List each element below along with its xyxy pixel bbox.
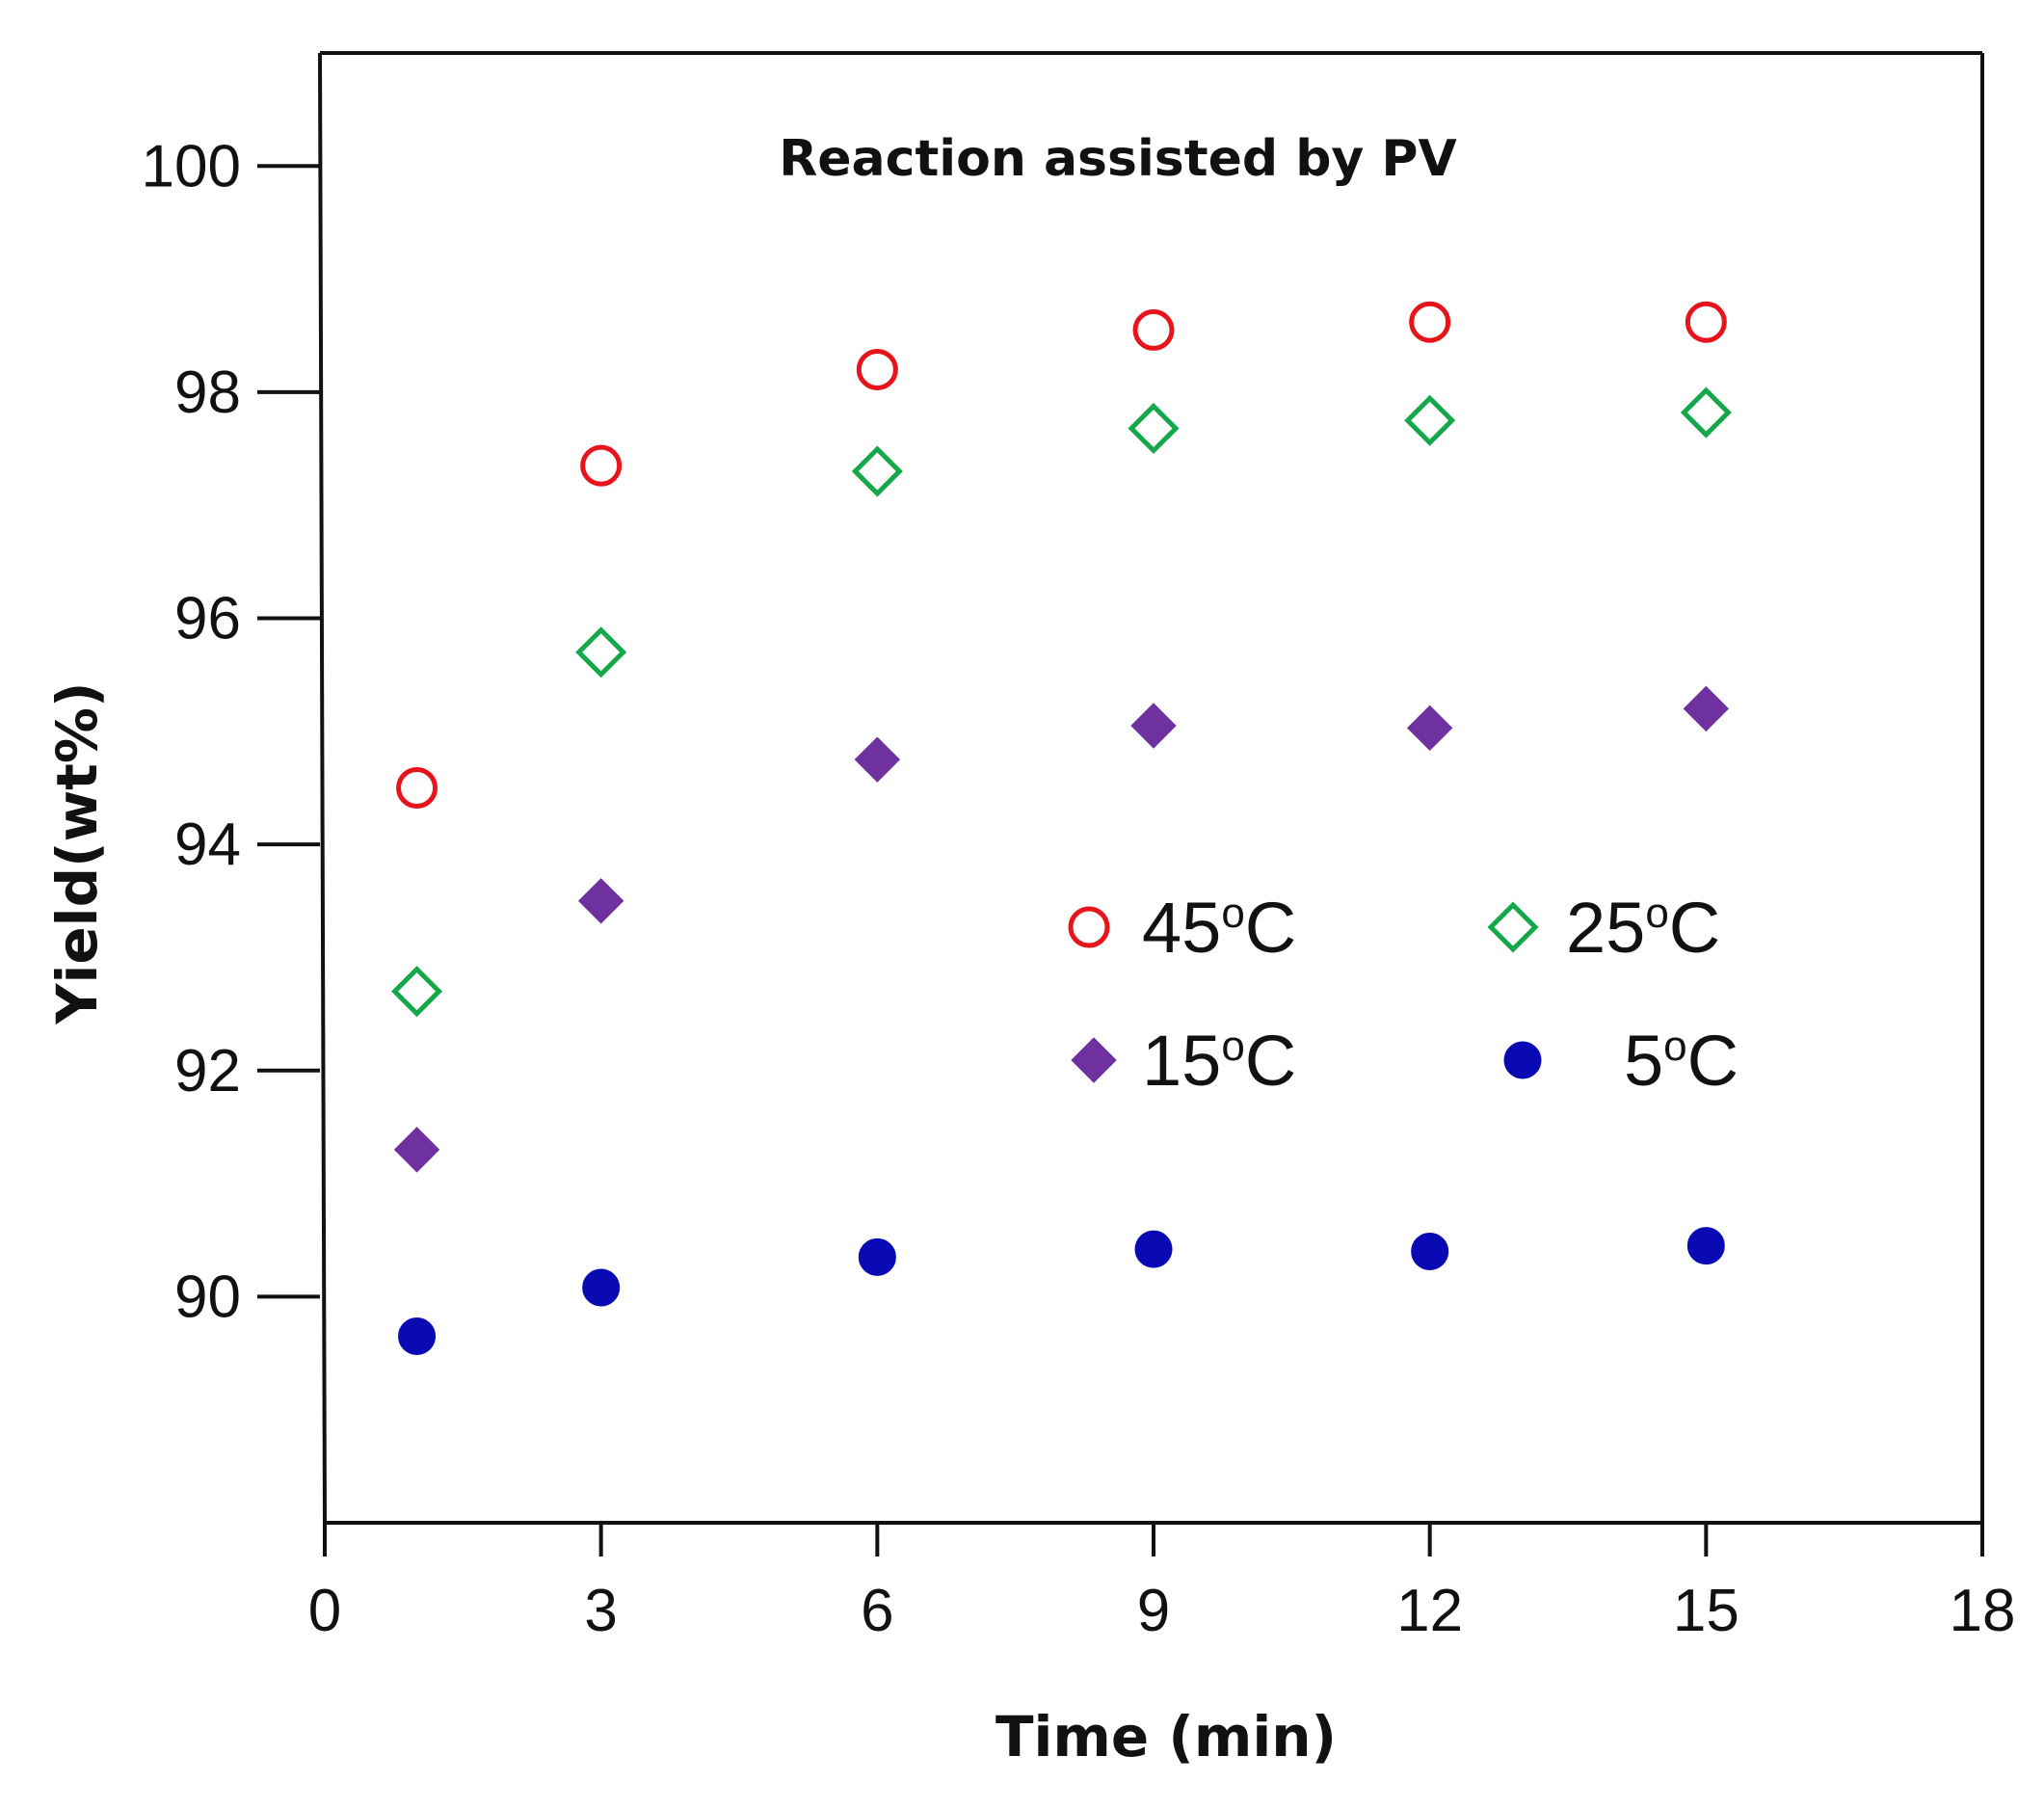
data-point [1134,1230,1173,1268]
x-tick-label: 18 [1950,1578,2016,1644]
y-tick-label: 90 [174,1264,241,1330]
data-point [396,767,438,809]
plot-title: Reaction assisted by PV [779,130,1457,188]
x-tick-label: 0 [308,1578,341,1644]
legend-marker [1068,906,1110,948]
legend-label: 15oC [1142,1021,1296,1101]
data-point [391,966,443,1018]
y-axis-title: Yield(wt%) [44,681,110,1024]
data-point [582,1268,621,1307]
y-tick-label: 100 [142,133,241,200]
data-point [1409,301,1451,343]
data-point [1132,308,1175,351]
legend-label: 5oC [1624,1021,1739,1101]
plot-frame [318,51,1984,1525]
legend-marker [1071,1037,1117,1083]
data-point [1686,1227,1725,1265]
data-point [1685,301,1727,343]
y-tick-label: 98 [174,359,241,426]
legend-marker [1487,901,1539,953]
data-point [393,1127,440,1173]
data-point [577,878,624,924]
x-tick-label: 15 [1673,1578,1739,1644]
data-point [1128,402,1180,454]
data-point [580,444,623,487]
data-point [1680,386,1732,439]
y-axis-line [318,52,327,1524]
data-point [856,348,898,390]
data-point [1411,1232,1449,1270]
x-tick-label: 3 [584,1578,617,1644]
data-points [391,301,1732,1355]
x-tick-label: 9 [1137,1578,1170,1644]
data-point [854,736,901,783]
x-tick-label: 6 [861,1578,893,1644]
data-point [575,626,627,678]
legend-marker [1503,1041,1542,1079]
legend-label: 45oC [1142,888,1296,968]
data-point [1683,685,1730,732]
y-tick-label: 92 [174,1038,241,1104]
legend: 45oC 25oC 15oC 5oC [1068,888,1739,1101]
y-tick-label: 94 [174,811,241,878]
data-point [398,1317,437,1355]
y-tick-label: 96 [174,586,241,652]
data-point [1404,394,1456,446]
x-tick-label: 12 [1396,1578,1463,1644]
x-axis-title: Time (min) [995,1704,1337,1769]
data-point [858,1237,896,1276]
axis-ticks: 90 92 94 96 98 100 0 3 6 9 12 15 18 [142,133,2016,1644]
data-point [1130,703,1177,749]
data-point [851,445,903,497]
data-point [1406,705,1453,752]
legend-label: 25oC [1566,888,1720,968]
